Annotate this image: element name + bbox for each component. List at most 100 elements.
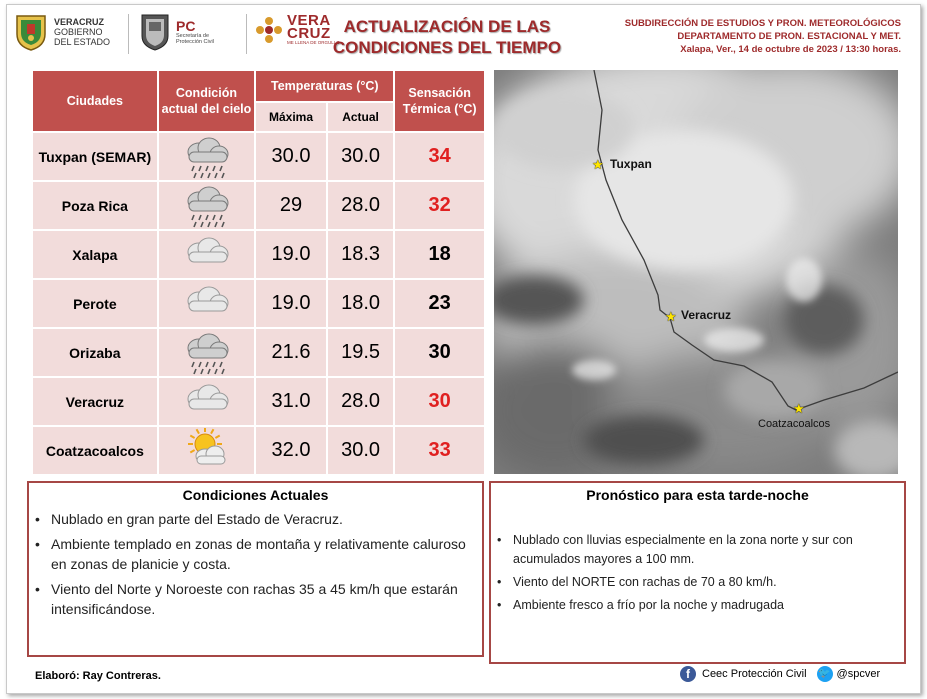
author-credit: Elaboró: Ray Contreras. bbox=[35, 670, 161, 682]
table-row: Poza Rica 29 28.0 32 bbox=[31, 180, 486, 231]
sun-cloud-icon bbox=[188, 427, 226, 464]
twitter-icon[interactable]: 🐦 bbox=[816, 666, 833, 682]
city-name: Xalapa bbox=[31, 229, 159, 280]
current-conditions-box: Condiciones Actuales Nublado en gran par… bbox=[27, 481, 484, 657]
forecast-title: Pronóstico para esta tarde-noche bbox=[586, 487, 809, 503]
satellite-map bbox=[494, 70, 898, 474]
facebook-link[interactable]: Ceec Protección Civil bbox=[702, 668, 807, 680]
current-temp: 28.0 bbox=[325, 180, 396, 231]
map-label-tuxpan: Tuxpan bbox=[610, 157, 652, 171]
twitter-link[interactable]: @spcver bbox=[836, 668, 881, 680]
weather-table: Ciudades Condición actual del cielo Temp… bbox=[31, 69, 486, 476]
thermal-sensation: 18 bbox=[393, 229, 486, 280]
rain-cloud-icon bbox=[187, 333, 229, 374]
list-item: Ambiente templado en zonas de montaña y … bbox=[29, 534, 482, 574]
current-conditions-list: Nublado en gran parte del Estado de Vera… bbox=[29, 509, 482, 619]
city-name: Tuxpan (SEMAR) bbox=[31, 131, 159, 182]
vc-slogan: ME LLENA DE ORGULLO bbox=[287, 40, 340, 45]
sky-condition-cell bbox=[156, 131, 257, 182]
coastline bbox=[593, 70, 898, 411]
current-temp: 18.3 bbox=[325, 229, 396, 280]
sky-condition-cell bbox=[156, 229, 257, 280]
list-item: Viento del NORTE con rachas de 70 a 80 k… bbox=[491, 573, 904, 592]
issuer-info: SUBDIRECCIÓN DE ESTUDIOS Y PRON. METEORO… bbox=[625, 17, 901, 56]
title-line-1: ACTUALIZACIÓN DE LAS bbox=[343, 17, 551, 36]
sky-condition-cell bbox=[156, 278, 257, 329]
rain-cloud-icon bbox=[187, 186, 229, 227]
thermal-sensation: 32 bbox=[393, 180, 486, 231]
current-temp: 30.0 bbox=[325, 131, 396, 182]
facebook-icon[interactable]: f bbox=[680, 666, 696, 682]
table-row: Orizaba 21.6 19.5 30 bbox=[31, 327, 486, 378]
sky-condition-cell bbox=[156, 425, 257, 476]
pc-shield-icon bbox=[141, 14, 169, 51]
list-item: Viento del Norte y Noroeste con rachas 3… bbox=[29, 579, 482, 619]
pc-line-1: Secretaría de bbox=[176, 33, 210, 39]
city-name: Coatzacoalcos bbox=[31, 425, 159, 476]
pc-acronym: PC bbox=[176, 18, 196, 34]
thermal-sensation: 30 bbox=[393, 376, 486, 427]
max-temp: 19.0 bbox=[254, 278, 328, 329]
city-name: Orizaba bbox=[31, 327, 159, 378]
star-marker-icon: ★ bbox=[665, 309, 677, 324]
city-name: Poza Rica bbox=[31, 180, 159, 231]
cloud-icon bbox=[187, 286, 229, 311]
header-current: Actual bbox=[325, 101, 396, 133]
proteccion-civil-logo: PC Secretaría de Protección Civil bbox=[138, 12, 214, 52]
table-row: Xalapa 19.0 18.3 18 bbox=[31, 229, 486, 280]
vc-line-2: CRUZ bbox=[287, 25, 331, 42]
max-temp: 30.0 bbox=[254, 131, 328, 182]
cloud-icon bbox=[187, 237, 229, 262]
max-temp: 31.0 bbox=[254, 376, 328, 427]
rain-cloud-icon bbox=[187, 137, 229, 178]
header-temperatures: Temperaturas (°C) bbox=[254, 69, 396, 103]
forecast-box: Pronóstico para esta tarde-noche Nublado… bbox=[489, 481, 906, 664]
list-item: Nublado con lluvias especialmente en la … bbox=[491, 531, 904, 569]
map-label-coatzacoalcos: Coatzacoalcos bbox=[758, 418, 831, 430]
list-item: Ambiente fresco a frío por la noche y ma… bbox=[491, 596, 904, 615]
title-line-2: CONDICIONES DEL TIEMPO bbox=[332, 38, 562, 57]
forecast-list: Nublado con lluvias especialmente en la … bbox=[491, 531, 904, 615]
table-row: Veracruz 31.0 28.0 30 bbox=[31, 376, 486, 427]
thermal-sensation: 23 bbox=[393, 278, 486, 329]
header-divider bbox=[246, 14, 247, 54]
star-marker-icon: ★ bbox=[793, 401, 805, 416]
logo-line-3: DEL ESTADO bbox=[54, 37, 111, 47]
table-row: Perote 19.0 18.0 23 bbox=[31, 278, 486, 329]
vc-line-1: VERA bbox=[287, 12, 331, 29]
city-name: Veracruz bbox=[31, 376, 159, 427]
list-item: Nublado en gran parte del Estado de Vera… bbox=[29, 509, 482, 529]
header-sensation: Sensación Térmica (°C) bbox=[393, 69, 486, 133]
thermal-sensation: 34 bbox=[393, 131, 486, 182]
header-city: Ciudades bbox=[31, 69, 159, 133]
current-temp: 18.0 bbox=[325, 278, 396, 329]
max-temp: 29 bbox=[254, 180, 328, 231]
header-max: Máxima bbox=[254, 101, 328, 133]
issuer-line-1: SUBDIRECCIÓN DE ESTUDIOS Y PRON. METEORO… bbox=[624, 18, 901, 29]
current-temp: 30.0 bbox=[325, 425, 396, 476]
logo-line-1: VERACRUZ bbox=[54, 17, 105, 27]
cloud-icon bbox=[187, 384, 229, 409]
thermal-sensation: 33 bbox=[393, 425, 486, 476]
thermal-sensation: 30 bbox=[393, 327, 486, 378]
veracruz-government-logo: VERACRUZ GOBIERNO DEL ESTADO bbox=[14, 12, 110, 52]
flower-emblem-icon bbox=[256, 16, 282, 43]
sky-condition-cell bbox=[156, 327, 257, 378]
bulletin-title: ACTUALIZACIÓN DE LAS CONDICIONES DEL TIE… bbox=[322, 16, 572, 58]
max-temp: 19.0 bbox=[254, 229, 328, 280]
coat-of-arms-icon bbox=[16, 15, 46, 51]
table-row: Tuxpan (SEMAR) 30.0 30.0 34 bbox=[31, 131, 486, 182]
map-label-veracruz: Veracruz bbox=[681, 308, 732, 322]
header-divider bbox=[128, 14, 129, 54]
sky-condition-cell bbox=[156, 376, 257, 427]
header-condition: Condición actual del cielo bbox=[156, 69, 257, 133]
city-name: Perote bbox=[31, 278, 159, 329]
table-row: Coatzacoalcos 32.0 30.0 33 bbox=[31, 425, 486, 476]
current-conditions-title: Condiciones Actuales bbox=[182, 487, 329, 503]
current-temp: 28.0 bbox=[325, 376, 396, 427]
satellite-image: ★ Tuxpan ★ Veracruz ★ Coatzacoalcos bbox=[494, 70, 898, 474]
pc-line-2: Protección Civil bbox=[176, 39, 214, 45]
issue-date-time: Xalapa, Ver., 14 de octubre de 2023 / 13… bbox=[680, 44, 901, 55]
max-temp: 32.0 bbox=[254, 425, 328, 476]
sky-condition-cell bbox=[156, 180, 257, 231]
